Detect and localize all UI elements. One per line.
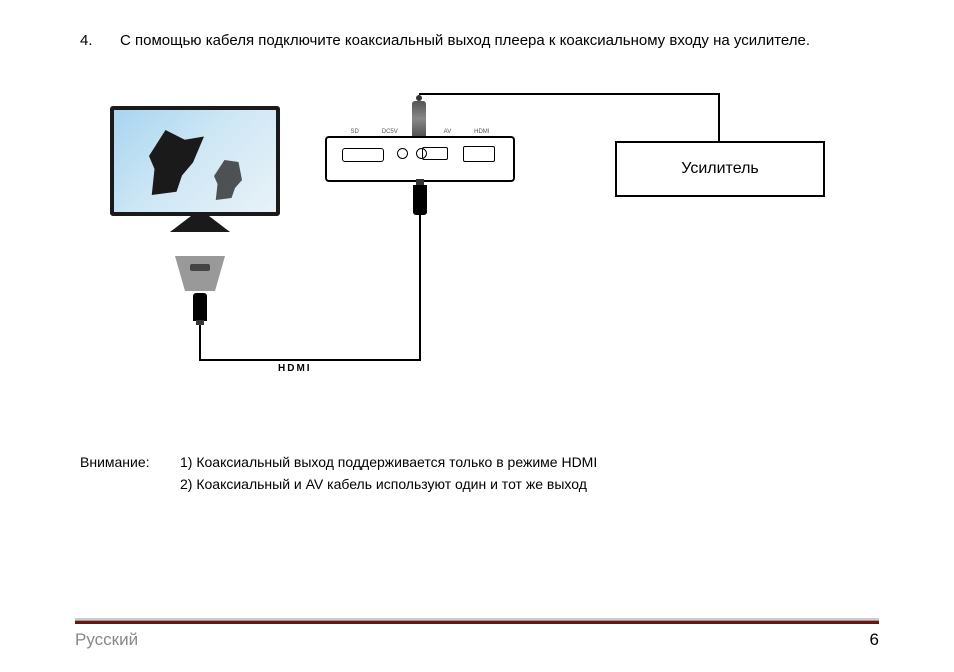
coax-wire xyxy=(419,93,720,95)
tv-stand xyxy=(170,216,230,232)
hdmi-wire xyxy=(199,319,201,361)
player-device-icon: SDDC5VAVHDMI xyxy=(325,136,515,182)
footer-language: Русский xyxy=(75,630,138,650)
instruction-step: 4. С помощью кабеля подключите коаксиаль… xyxy=(80,30,874,51)
hdmi-label: HDMI xyxy=(278,363,312,374)
step-text: С помощью кабеля подключите коаксиальный… xyxy=(120,30,874,51)
hdmi-plug-icon xyxy=(413,185,427,215)
hdmi-port-icon xyxy=(175,256,225,291)
coax-wire xyxy=(718,93,720,143)
hdmi-wire xyxy=(419,213,421,361)
hdmi-plug-icon xyxy=(193,293,207,321)
hdmi-wire xyxy=(199,359,421,361)
step-number: 4. xyxy=(80,30,120,51)
notes-items: 1) Коаксиальный выход поддерживается тол… xyxy=(180,451,874,496)
hdmi-slot-icon xyxy=(190,264,210,271)
note-item: 2) Коаксиальный и AV кабель используют о… xyxy=(180,473,874,495)
notes-label: Внимание: xyxy=(80,451,180,496)
coax-jack-icon xyxy=(412,101,426,136)
connection-diagram: SDDC5VAVHDMI Усилитель HDMI xyxy=(90,81,864,411)
notes-section: Внимание: 1) Коаксиальный выход поддержи… xyxy=(80,451,874,496)
tv-icon xyxy=(110,106,290,246)
amplifier-box: Усилитель xyxy=(615,141,825,197)
tv-screen xyxy=(110,106,280,216)
player-usb-port xyxy=(422,147,448,160)
footer-divider xyxy=(75,620,879,624)
page-footer: Русский 6 xyxy=(75,620,879,650)
note-item: 1) Коаксиальный выход поддерживается тол… xyxy=(180,451,874,473)
footer-page-number: 6 xyxy=(870,630,879,650)
amplifier-label: Усилитель xyxy=(681,160,759,178)
